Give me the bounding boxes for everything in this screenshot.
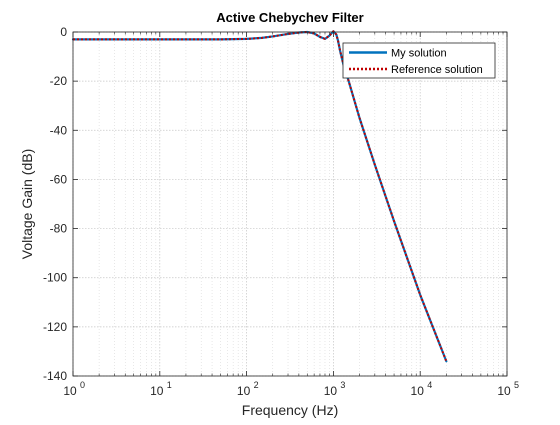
y-tick-label: -80: [50, 222, 68, 236]
x-tick-label-exponent: 4: [427, 380, 432, 390]
x-tick-label-exponent: 2: [254, 380, 259, 390]
x-tick-label: 10: [497, 384, 511, 398]
legend[interactable]: My solution Reference solution: [343, 43, 495, 78]
legend-label-my-solution: My solution: [391, 48, 447, 60]
x-tick-label: 10: [63, 384, 77, 398]
y-tick-label: -20: [50, 74, 68, 88]
y-axis-label: Voltage Gain (dB): [19, 149, 35, 260]
x-tick-label-exponent: 5: [514, 380, 519, 390]
y-tick-label: -100: [43, 271, 67, 285]
y-tick-label: -40: [50, 123, 68, 137]
x-tick-label-exponent: 3: [340, 380, 345, 390]
y-tick-label: 0: [60, 25, 67, 39]
x-tick-label: 10: [237, 384, 251, 398]
y-tick-label: -140: [43, 369, 67, 383]
y-tick-label: -120: [43, 320, 67, 334]
x-tick-label-exponent: 1: [167, 380, 172, 390]
plot-area: [73, 32, 507, 376]
x-tick-label: 10: [324, 384, 338, 398]
x-tick-label: 10: [411, 384, 425, 398]
x-tick-label: 10: [150, 384, 164, 398]
x-tick-label-exponent: 0: [80, 380, 85, 390]
legend-label-reference-solution: Reference solution: [391, 64, 483, 76]
y-tick-label: -60: [50, 172, 68, 186]
chart-title: Active Chebychev Filter: [216, 10, 363, 25]
x-axis-label: Frequency (Hz): [242, 402, 338, 418]
